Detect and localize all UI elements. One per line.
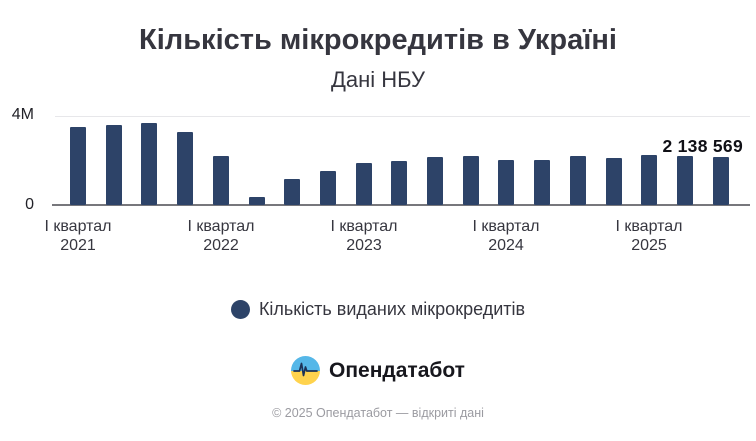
legend-label: Кількість виданих мікрокредитів [258, 299, 526, 319]
copyright-footer: © 2025 Опендатабот — відкриті дані [272, 406, 484, 420]
y-axis-tick-4m: 4M [11, 106, 34, 123]
opendatabot-logo-text: Опендатабот [329, 358, 465, 382]
x-tick-label-2025: І квартал 2025 [615, 218, 683, 254]
chart-legend: Кількість виданих мікрокредитів [0, 299, 756, 320]
bar-2024-Q3 [570, 156, 586, 205]
x-tick-label-2023: І квартал 2023 [330, 218, 398, 254]
x-tick-label-2022: І квартал 2022 [187, 218, 255, 254]
last-bar-data-label: 2 138 569 [662, 136, 743, 156]
legend-dot-icon [230, 300, 250, 319]
bar-2021-Q1 [70, 127, 86, 205]
bar-2024-Q2 [534, 160, 550, 205]
bar-2022-Q3 [284, 179, 300, 205]
bar-2022-Q1 [213, 156, 229, 205]
bar-2023-Q4 [463, 156, 479, 205]
bar-2024-Q1 [498, 160, 514, 205]
x-tick-label-2024: І квартал 2024 [472, 218, 540, 254]
page-title: Кількість мікрокредитів в Україні [139, 24, 617, 56]
x-tick-label-2021: І квартал 2021 [44, 218, 112, 254]
opendatabot-logo-icon [291, 356, 321, 385]
y-axis-tick-0: 0 [25, 196, 34, 213]
bar-2021-Q4 [177, 132, 193, 205]
gridline-4m [55, 116, 750, 117]
bar-2023-Q2 [391, 161, 407, 205]
bar-2022-Q2 [249, 197, 265, 205]
bar-2024-Q4 [606, 158, 622, 205]
bar-2022-Q4 [320, 171, 336, 205]
bar-2023-Q3 [427, 157, 443, 205]
bar-2025-Q2 [677, 156, 693, 205]
bar-2025-Q3 [713, 157, 729, 205]
bar-2021-Q2 [106, 125, 122, 205]
opendatabot-logo: Опендатабот [0, 356, 756, 385]
page-subtitle: Дані НБУ [330, 67, 426, 92]
x-axis-line [52, 204, 750, 206]
bar-2023-Q1 [356, 163, 372, 205]
bar-2025-Q1 [641, 155, 657, 205]
bar-2021-Q3 [141, 123, 157, 205]
